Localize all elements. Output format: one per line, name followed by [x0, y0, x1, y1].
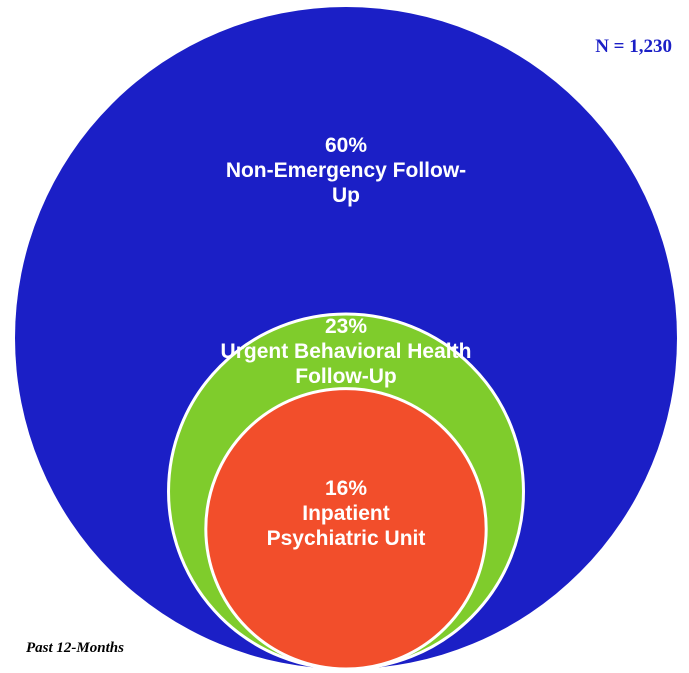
value-label: 16% [324, 477, 368, 501]
label-box: 16%Inpatient Psychiatric Unit [261, 389, 431, 639]
label-box: 60%Non-Emergency Follow-Up [216, 27, 476, 314]
label: 16% Inpatient Psychiatric Unit [261, 389, 431, 639]
circles [15, 7, 677, 671]
category-label: Non-Emergency Follow-Up [225, 158, 467, 208]
value-label: 60% [324, 133, 368, 157]
label-box: 23%Urgent Behavioral Health Follow-Up [211, 314, 481, 389]
period-note: Past 12-Months [26, 640, 124, 656]
circle [204, 387, 488, 671]
sample-size: N = 1,230 [595, 36, 672, 57]
category-label: Urgent Behavioral Health Follow-Up [220, 339, 472, 388]
label: 23% Urgent Behavioral Health Follow-Up [211, 314, 481, 389]
category-label: Inpatient Psychiatric Unit [266, 502, 426, 551]
label: 60% Non-Emergency Follow-Up [216, 27, 476, 314]
value-label: 23% [324, 314, 368, 338]
